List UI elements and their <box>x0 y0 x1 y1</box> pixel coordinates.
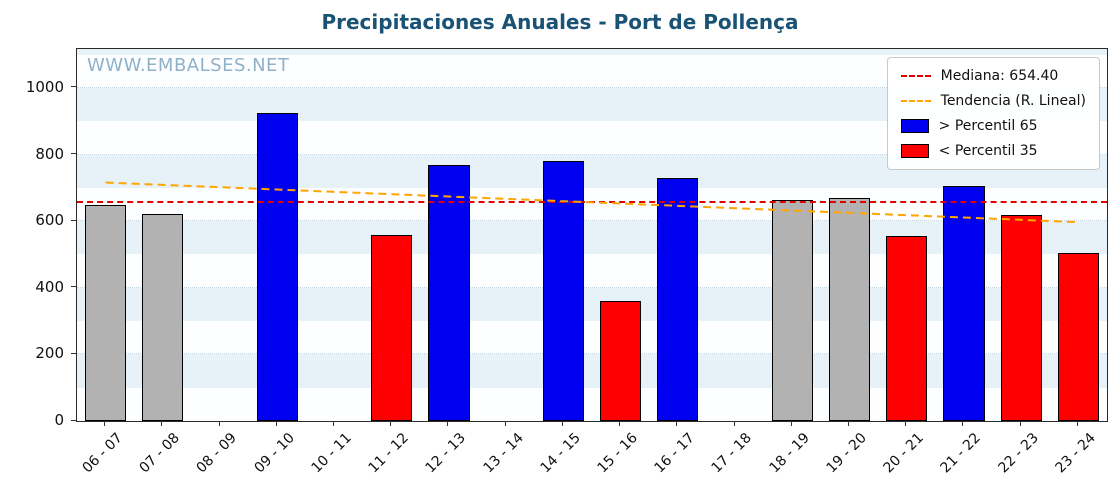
x-tick-label: 23 - 24 <box>1052 430 1099 477</box>
x-tick-label: 19 - 20 <box>823 430 870 477</box>
bar-12-13 <box>428 165 470 421</box>
legend-item: < Percentil 35 <box>900 143 1086 159</box>
y-tick-mark <box>71 352 76 354</box>
bar-06-07 <box>85 205 127 421</box>
bar-07-08 <box>142 213 184 421</box>
bar-16-17 <box>657 177 699 421</box>
x-tick-label: 20 - 21 <box>880 430 928 477</box>
legend-label: < Percentil 35 <box>938 143 1038 159</box>
bar-23-24 <box>1057 252 1099 421</box>
x-tick-label: 09 - 10 <box>251 430 298 477</box>
median-line <box>77 201 1107 204</box>
bar-22-23 <box>1000 215 1042 421</box>
y-tick-mark <box>71 153 76 155</box>
y-tick-label: 800 <box>35 144 64 163</box>
gridline <box>77 353 1107 355</box>
gridline <box>77 86 1107 88</box>
x-tick-label: 06 - 07 <box>79 430 126 477</box>
chart-title: Precipitaciones Anuales - Port de Pollen… <box>321 10 799 34</box>
y-tick-label: 600 <box>35 211 64 230</box>
x-tick-label: 13 - 14 <box>480 430 527 477</box>
gridline <box>77 153 1107 155</box>
y-tick-label: 400 <box>35 277 64 296</box>
x-tick-label: 14 - 15 <box>537 430 584 477</box>
bar-20-21 <box>886 236 928 421</box>
y-tick-mark <box>71 86 76 88</box>
bar-15-16 <box>600 301 642 421</box>
plot-area: WWW.EMBALSES.NET Mediana: 654.40 Tendenci… <box>76 48 1108 422</box>
background-band <box>77 354 1107 388</box>
legend-line-swatch <box>900 75 931 77</box>
y-tick-label: 0 <box>54 411 64 429</box>
y-tick-mark <box>71 219 76 221</box>
y-tick-label: 1000 <box>25 77 64 96</box>
y-tick-mark <box>71 286 76 288</box>
bar-19-20 <box>828 197 871 421</box>
background-band <box>77 221 1107 255</box>
legend-label: Tendencia (R. Lineal) <box>940 93 1086 109</box>
legend-item: Tendencia (R. Lineal) <box>900 93 1086 109</box>
legend-line-swatch <box>900 100 931 102</box>
background-band <box>77 287 1107 322</box>
legend-label: Mediana: 654.40 <box>940 68 1059 84</box>
x-tick-label: 08 - 09 <box>193 430 241 477</box>
x-tick-label: 12 - 13 <box>422 430 470 477</box>
legend: Mediana: 654.40 Tendencia (R. Lineal) > Pe… <box>886 57 1100 170</box>
legend-label: > Percentil 65 <box>938 118 1038 134</box>
x-tick-label: 21 - 22 <box>937 430 985 477</box>
bar-18-19 <box>771 199 813 421</box>
background-band <box>77 49 1107 55</box>
x-tick-label: 16 - 17 <box>651 430 699 477</box>
watermark: WWW.EMBALSES.NET <box>87 55 290 76</box>
bar-11-12 <box>371 234 413 421</box>
y-tick-mark <box>71 419 76 421</box>
x-tick-label: 22 - 23 <box>995 430 1042 477</box>
gridline <box>77 286 1107 288</box>
legend-patch-swatch <box>900 144 929 158</box>
legend-item: > Percentil 65 <box>900 118 1086 134</box>
legend-item: Mediana: 654.40 <box>900 68 1086 84</box>
y-axis-labels: 0 200 400 600 800 1000 <box>0 48 76 429</box>
y-tick-label: 200 <box>35 344 64 363</box>
x-tick-label: 18 - 19 <box>766 430 813 477</box>
bar-09-10 <box>256 112 298 421</box>
bar-21-22 <box>943 186 985 421</box>
x-tick-label: 17 - 18 <box>708 430 756 477</box>
x-tick-label: 15 - 16 <box>594 430 641 477</box>
x-tick-label: 10 - 11 <box>308 430 355 477</box>
legend-patch-swatch <box>900 119 929 133</box>
x-tick-label: 11 - 12 <box>365 430 413 477</box>
x-tick-label: 07 - 08 <box>136 430 184 477</box>
